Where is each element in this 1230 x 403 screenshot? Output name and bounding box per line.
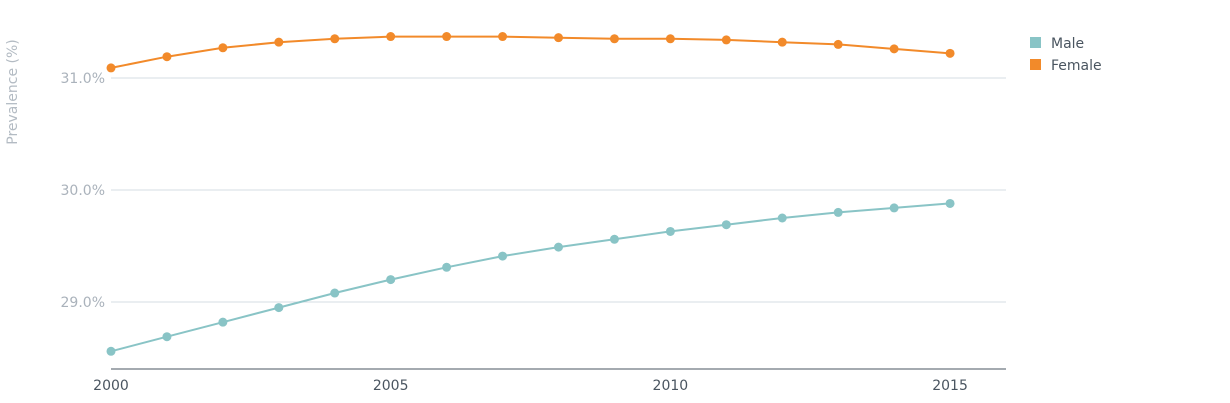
- series-female: [106, 32, 955, 73]
- data-point[interactable]: [162, 332, 172, 342]
- y-tick-label: 31.0%: [61, 71, 105, 87]
- data-point[interactable]: [889, 203, 899, 213]
- data-point[interactable]: [721, 220, 731, 230]
- data-point[interactable]: [665, 34, 675, 44]
- y-axis-label: Prevalence (%): [5, 39, 21, 145]
- data-point[interactable]: [609, 34, 619, 44]
- data-point[interactable]: [665, 226, 675, 236]
- data-point[interactable]: [386, 32, 396, 42]
- data-point[interactable]: [945, 198, 955, 208]
- legend-item-male[interactable]: Male: [1030, 36, 1084, 52]
- data-point[interactable]: [777, 213, 787, 223]
- data-point[interactable]: [386, 275, 396, 285]
- legend-label: Female: [1051, 58, 1102, 74]
- series-group: [106, 32, 955, 356]
- y-tick-label: 29.0%: [61, 295, 105, 311]
- data-point[interactable]: [498, 251, 508, 261]
- series-line-female: [110, 35, 951, 69]
- data-point[interactable]: [554, 242, 563, 252]
- y-tick-label: 30.0%: [61, 183, 105, 199]
- legend-item-female[interactable]: Female: [1030, 58, 1102, 74]
- data-point[interactable]: [106, 346, 116, 356]
- data-point[interactable]: [777, 37, 787, 47]
- x-tick-label: 2010: [653, 378, 689, 394]
- data-point[interactable]: [218, 43, 228, 53]
- data-point[interactable]: [274, 37, 284, 47]
- data-point[interactable]: [721, 35, 731, 45]
- series-male: [106, 198, 955, 356]
- data-point[interactable]: [833, 207, 843, 217]
- gridlines: [111, 77, 1006, 303]
- data-point[interactable]: [889, 44, 899, 54]
- data-point[interactable]: [554, 33, 563, 43]
- legend-swatch: [1030, 37, 1041, 48]
- data-point[interactable]: [106, 63, 116, 73]
- data-point[interactable]: [945, 48, 955, 58]
- y-tick-labels: 29.0% 30.0% 31.0%: [61, 71, 105, 311]
- data-point[interactable]: [218, 317, 228, 327]
- data-point[interactable]: [330, 288, 340, 298]
- data-point[interactable]: [442, 32, 452, 42]
- legend[interactable]: Male Female: [1030, 36, 1102, 74]
- series-line-male: [110, 202, 951, 353]
- legend-label: Male: [1051, 36, 1084, 52]
- data-point[interactable]: [162, 52, 172, 62]
- data-point[interactable]: [498, 32, 508, 42]
- data-point[interactable]: [833, 39, 843, 49]
- x-tick-label: 2015: [932, 378, 968, 394]
- data-point[interactable]: [330, 34, 340, 44]
- data-point[interactable]: [274, 303, 284, 313]
- x-tick-label: 2005: [373, 378, 409, 394]
- data-point[interactable]: [609, 234, 619, 244]
- x-tick-labels: 2000 2005 2010 2015: [93, 378, 968, 394]
- x-tick-label: 2000: [93, 378, 129, 394]
- data-point[interactable]: [442, 262, 452, 272]
- legend-swatch: [1030, 59, 1041, 70]
